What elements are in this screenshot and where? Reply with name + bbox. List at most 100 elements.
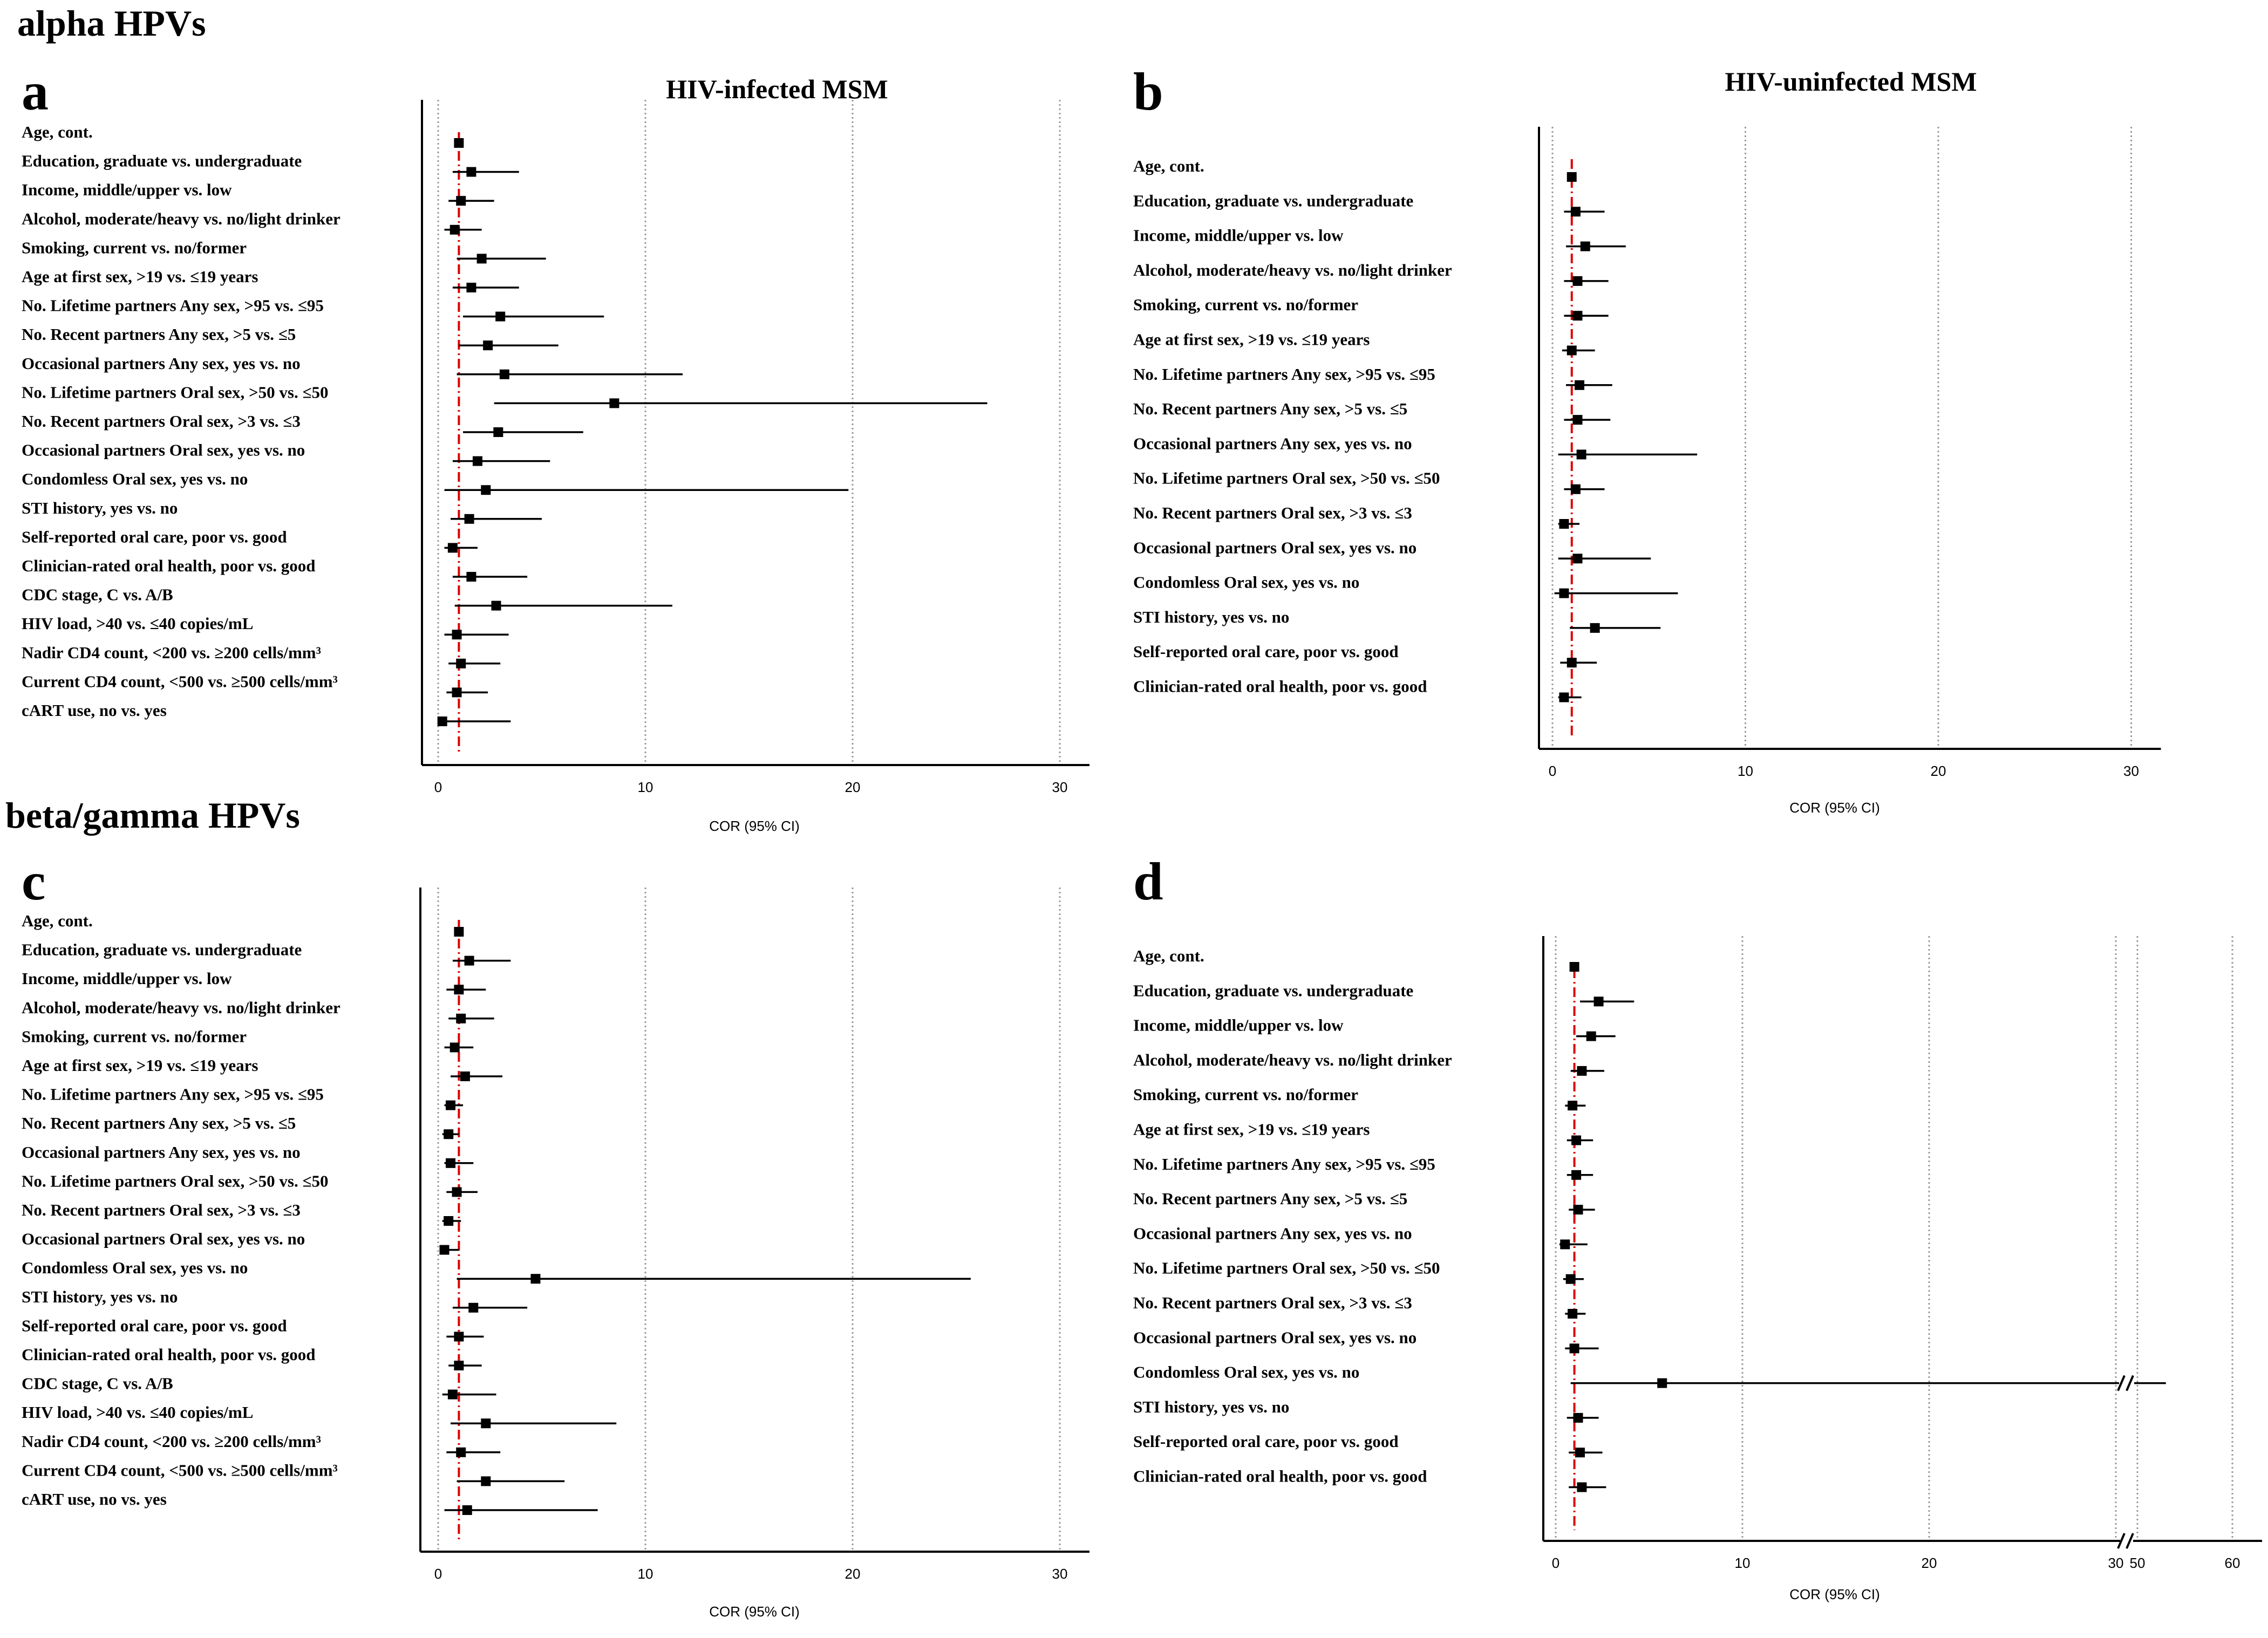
row-label-c-5: Age at first sex, >19 vs. ≤19 years xyxy=(22,1056,258,1075)
or-marker-b-13 xyxy=(1590,623,1600,633)
or-marker-d-2 xyxy=(1586,1031,1596,1041)
or-marker-a-11 xyxy=(472,456,482,466)
or-marker-c-12 xyxy=(530,1274,541,1284)
row-label-a-15: Clinician-rated oral health, poor vs. go… xyxy=(22,556,316,575)
tick-label-b-0: 0 xyxy=(1549,763,1556,779)
or-marker-c-10 xyxy=(444,1216,454,1226)
row-label-a-3: Alcohol, moderate/heavy vs. no/light dri… xyxy=(22,209,340,228)
tick-label-d-5: 60 xyxy=(2225,1555,2240,1571)
tick-label-d-1: 10 xyxy=(1735,1555,1751,1571)
row-label-b-10: No. Recent partners Oral sex, >3 vs. ≤3 xyxy=(1133,503,1412,522)
or-marker-b-10 xyxy=(1559,519,1569,529)
row-label-c-10: No. Recent partners Oral sex, >3 vs. ≤3 xyxy=(22,1200,301,1219)
or-marker-c-9 xyxy=(452,1187,462,1197)
or-marker-a-3 xyxy=(449,224,460,235)
row-label-a-11: Occasional partners Oral sex, yes vs. no xyxy=(22,441,305,460)
row-label-d-8: Occasional partners Any sex, yes vs. no xyxy=(1133,1224,1412,1243)
tick-label-d-4: 50 xyxy=(2130,1555,2146,1571)
or-marker-a-13 xyxy=(464,514,474,524)
row-label-a-20: cART use, no vs. yes xyxy=(22,701,167,720)
tick-label-a-0: 0 xyxy=(434,779,442,795)
row-label-d-2: Income, middle/upper vs. low xyxy=(1133,1016,1344,1035)
x-axis-label-c: COR (95% CI) xyxy=(709,1603,800,1620)
tick-label-d-0: 0 xyxy=(1552,1555,1559,1571)
tick-label-a-1: 10 xyxy=(638,779,653,795)
or-marker-d-10 xyxy=(1568,1309,1578,1319)
row-label-a-5: Age at first sex, >19 vs. ≤19 years xyxy=(22,267,258,286)
row-label-d-14: Self-reported oral care, poor vs. good xyxy=(1133,1432,1399,1451)
tick-label-c-0: 0 xyxy=(434,1566,442,1582)
row-label-a-6: No. Lifetime partners Any sex, >95 vs. ≤… xyxy=(22,296,324,315)
or-marker-a-9 xyxy=(609,398,619,408)
or-marker-c-0 xyxy=(454,927,464,937)
or-marker-c-8 xyxy=(446,1158,456,1168)
row-label-b-1: Education, graduate vs. undergraduate xyxy=(1133,191,1413,210)
or-marker-b-6 xyxy=(1575,380,1585,390)
or-marker-a-5 xyxy=(466,283,476,292)
or-marker-a-19 xyxy=(452,687,462,698)
x-axis-label-a: COR (95% CI) xyxy=(709,818,800,834)
row-label-c-1: Education, graduate vs. undergraduate xyxy=(22,940,302,959)
tick-label-a-2: 20 xyxy=(845,779,861,795)
or-marker-c-6 xyxy=(446,1100,456,1110)
or-marker-c-7 xyxy=(444,1129,454,1139)
or-marker-a-16 xyxy=(491,600,501,611)
or-marker-d-11 xyxy=(1569,1343,1579,1354)
panel-letter-c: c xyxy=(22,851,46,911)
or-marker-d-14 xyxy=(1575,1448,1585,1458)
row-label-d-13: STI history, yes vs. no xyxy=(1133,1397,1289,1416)
or-marker-c-15 xyxy=(454,1361,464,1370)
or-marker-d-7 xyxy=(1573,1205,1583,1215)
row-label-b-9: No. Lifetime partners Oral sex, >50 vs. … xyxy=(1133,469,1440,488)
row-label-a-2: Income, middle/upper vs. low xyxy=(22,180,232,199)
tick-label-d-2: 20 xyxy=(1922,1555,1937,1571)
row-label-a-9: No. Lifetime partners Oral sex, >50 vs. … xyxy=(22,383,328,401)
or-marker-a-2 xyxy=(456,196,466,206)
or-marker-a-10 xyxy=(493,427,503,437)
row-label-a-1: Education, graduate vs. undergraduate xyxy=(22,152,302,170)
row-label-c-9: No. Lifetime partners Oral sex, >50 vs. … xyxy=(22,1171,328,1190)
ci-break-d-12-1 xyxy=(2117,1375,2126,1391)
row-label-c-0: Age, cont. xyxy=(22,911,93,930)
panel-letter-d: d xyxy=(1133,851,1163,911)
or-marker-a-7 xyxy=(483,340,493,351)
row-label-d-12: Condomless Oral sex, yes vs. no xyxy=(1133,1363,1359,1382)
row-label-d-9: No. Lifetime partners Oral sex, >50 vs. … xyxy=(1133,1259,1440,1278)
row-label-b-7: No. Recent partners Any sex, >5 vs. ≤5 xyxy=(1133,399,1407,418)
row-label-b-13: STI history, yes vs. no xyxy=(1133,608,1289,626)
row-label-d-4: Smoking, current vs. no/former xyxy=(1133,1085,1358,1104)
row-label-b-12: Condomless Oral sex, yes vs. no xyxy=(1133,573,1359,592)
row-label-a-19: Current CD4 count, <500 vs. ≥500 cells/m… xyxy=(22,672,338,691)
or-marker-a-12 xyxy=(481,485,491,495)
row-label-c-14: Self-reported oral care, poor vs. good xyxy=(22,1316,287,1335)
or-marker-d-5 xyxy=(1571,1135,1582,1145)
or-marker-a-20 xyxy=(437,716,447,726)
or-marker-b-5 xyxy=(1567,345,1577,356)
x-axis-label-d: COR (95% CI) xyxy=(1789,1586,1880,1602)
tick-label-b-3: 30 xyxy=(2123,763,2139,779)
section-title-alpha: alpha HPVs xyxy=(17,3,206,44)
or-marker-d-9 xyxy=(1565,1274,1576,1284)
ci-break-d-12-2 xyxy=(2126,1375,2134,1391)
or-marker-d-12 xyxy=(1657,1378,1667,1388)
or-marker-d-8 xyxy=(1560,1239,1570,1250)
row-label-a-14: Self-reported oral care, poor vs. good xyxy=(22,527,287,546)
or-marker-c-13 xyxy=(468,1302,479,1313)
or-marker-b-14 xyxy=(1567,658,1577,668)
or-marker-a-18 xyxy=(456,658,466,668)
row-label-b-8: Occasional partners Any sex, yes vs. no xyxy=(1133,434,1412,453)
row-label-b-11: Occasional partners Oral sex, yes vs. no xyxy=(1133,538,1416,557)
row-label-d-7: No. Recent partners Any sex, >5 vs. ≤5 xyxy=(1133,1189,1407,1208)
or-marker-b-9 xyxy=(1570,484,1581,494)
or-marker-a-8 xyxy=(499,369,509,379)
or-marker-b-0 xyxy=(1567,172,1577,182)
or-marker-d-4 xyxy=(1568,1101,1578,1111)
axis-break-d-1 xyxy=(2117,1533,2126,1549)
tick-label-a-3: 30 xyxy=(1052,779,1068,795)
x-axis-label-b: COR (95% CI) xyxy=(1789,800,1880,816)
row-label-b-4: Smoking, current vs. no/former xyxy=(1133,295,1358,314)
row-label-c-19: Current CD4 count, <500 vs. ≥500 cells/m… xyxy=(22,1460,338,1479)
row-label-c-6: No. Lifetime partners Any sex, >95 vs. ≤… xyxy=(22,1085,324,1104)
or-marker-d-6 xyxy=(1571,1170,1582,1180)
section-title-beta-gamma: beta/gamma HPVs xyxy=(5,795,300,836)
